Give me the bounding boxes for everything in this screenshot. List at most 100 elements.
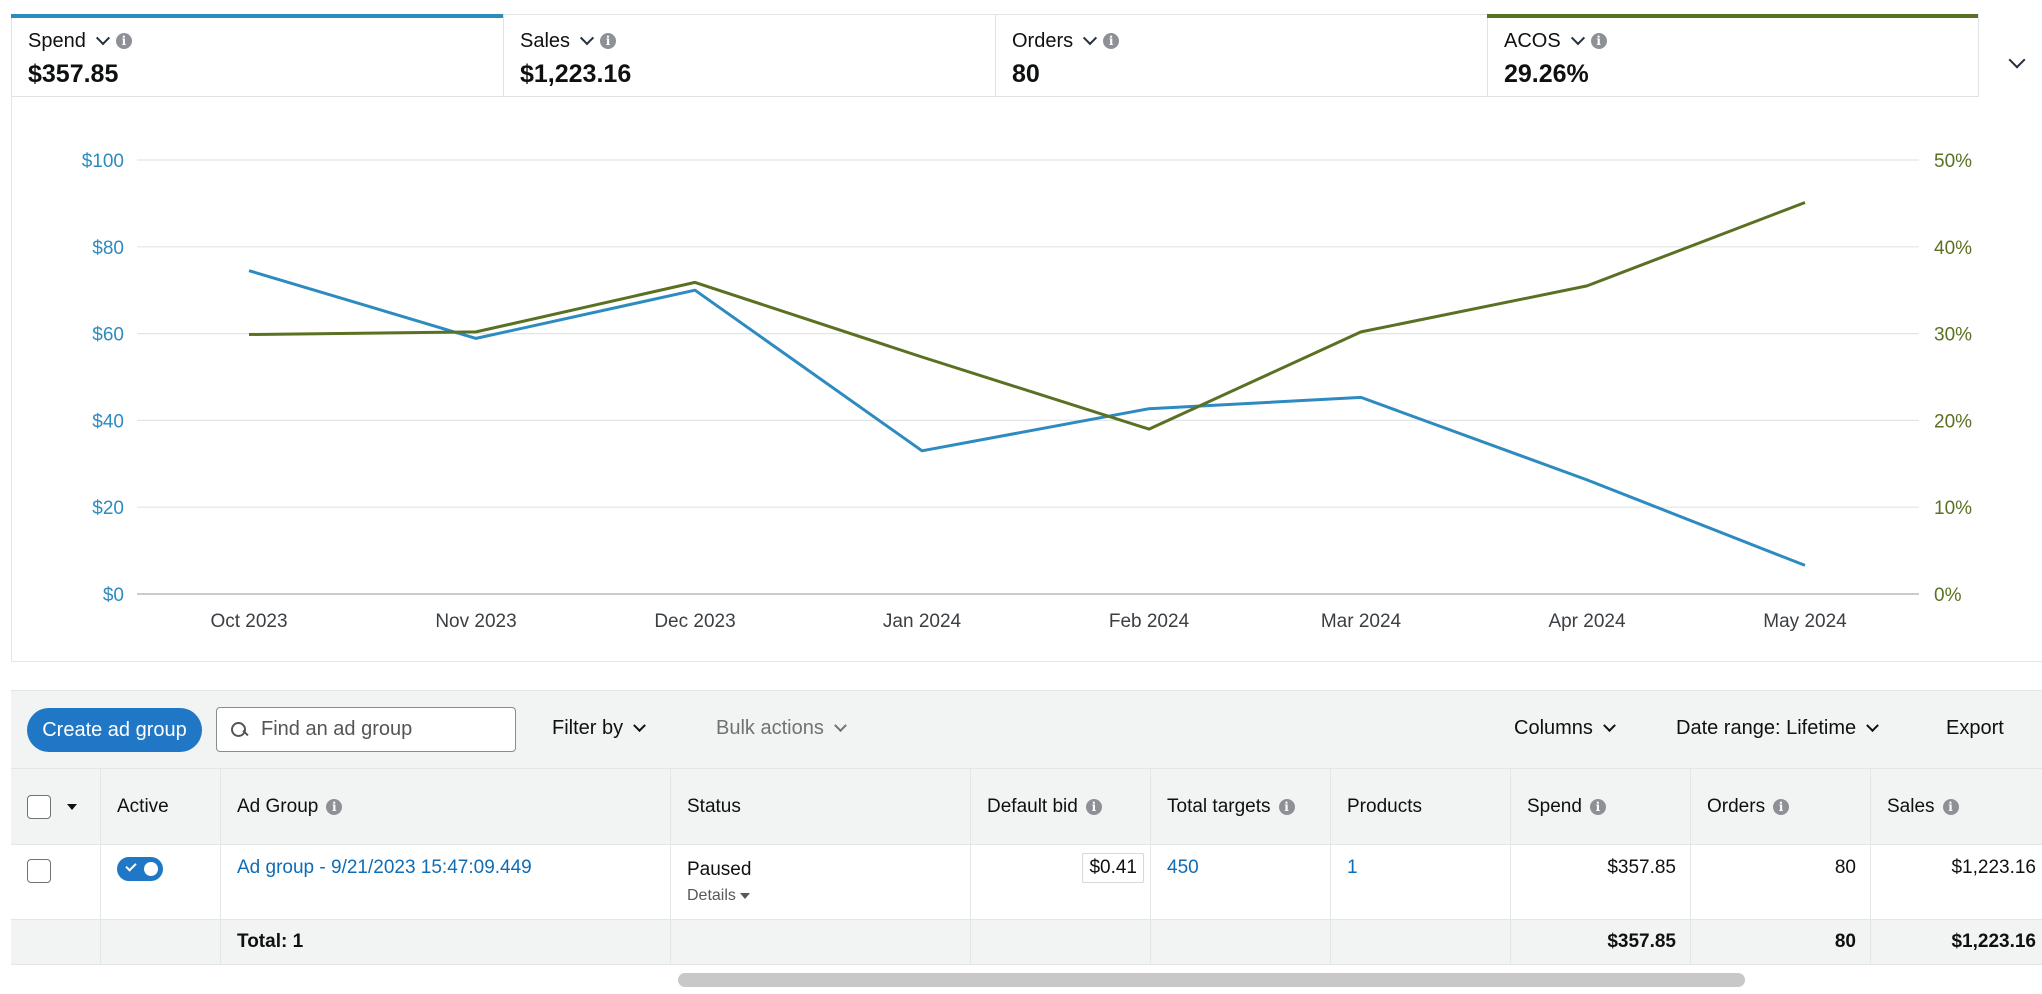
- total-spacer: [1151, 920, 1331, 964]
- info-icon[interactable]: i: [115, 33, 132, 49]
- header-ad-group[interactable]: Ad Group i: [221, 769, 671, 844]
- header-sales[interactable]: Sales i: [1871, 769, 2042, 844]
- export-button[interactable]: Export: [1946, 717, 2004, 740]
- header-label: Default bid: [987, 795, 1078, 817]
- caret-down-icon: [739, 893, 750, 899]
- sales-value: $1,223.16: [1951, 857, 2036, 878]
- metric-value: $357.85: [28, 60, 119, 88]
- total-orders: 80: [1691, 920, 1871, 964]
- right-axis-tick-label: 40%: [1934, 238, 1972, 259]
- chevron-down-icon: [833, 719, 847, 733]
- select-all-checkbox[interactable]: [27, 794, 51, 819]
- info-icon[interactable]: i: [1085, 798, 1102, 815]
- default-bid-input[interactable]: $0.41: [1082, 853, 1144, 883]
- row-checkbox[interactable]: [27, 859, 51, 883]
- metric-value: $1,223.16: [520, 60, 632, 88]
- x-axis-tick-label: Nov 2023: [435, 611, 516, 632]
- default-bid-cell: $0.41: [971, 845, 1151, 919]
- info-icon[interactable]: i: [1942, 798, 1959, 815]
- line-chart-svg: $0 0% $20 10% $40 20% $60 30% $80 40% $100 50% Oct 2…: [82, 151, 1972, 632]
- ad-group-link[interactable]: Ad group - 9/21/2023 15:47:09.449: [221, 845, 671, 919]
- metric-tabs: Spend i $357.85 Sales i $1,223.16 Orders i …: [11, 14, 2042, 97]
- x-axis-tick-label: May 2024: [1763, 611, 1847, 632]
- metric-label: Sales: [520, 29, 571, 52]
- active-toggle[interactable]: [117, 857, 163, 881]
- x-axis-tick-label: Mar 2024: [1321, 611, 1402, 632]
- details-dropdown[interactable]: Details: [687, 887, 750, 905]
- left-axis-tick-label: $60: [92, 325, 124, 346]
- metric-accent-bar: [1487, 14, 1978, 18]
- chevron-down-icon: [1866, 719, 1879, 733]
- left-axis-tick-label: $0: [103, 585, 124, 606]
- left-axis-tick-label: $20: [92, 498, 124, 519]
- header-label: Status: [687, 795, 741, 817]
- header-label: Active: [117, 795, 169, 817]
- metric-tab-spend[interactable]: Spend i $357.85: [11, 14, 503, 97]
- date-range-dropdown[interactable]: Date range: Lifetime: [1676, 717, 1879, 740]
- caret-down-icon[interactable]: [67, 803, 77, 810]
- info-icon[interactable]: i: [1773, 798, 1790, 815]
- metric-value: 29.26%: [1504, 60, 1589, 88]
- performance-chart: $0 0% $20 10% $40 20% $60 30% $80 40% $100 50% Oct 2…: [11, 96, 2042, 662]
- total-spacer: [971, 920, 1151, 964]
- info-icon[interactable]: i: [326, 798, 343, 815]
- total-targets-link[interactable]: 450: [1151, 845, 1331, 919]
- chevron-down-icon[interactable]: [579, 31, 595, 46]
- metric-label: Spend: [28, 29, 86, 52]
- row-select-cell: [11, 845, 101, 919]
- total-spacer: [671, 920, 971, 964]
- metric-value: 80: [1012, 60, 1040, 88]
- details-label: Details: [687, 887, 736, 904]
- date-range-label: Date range: Lifetime: [1676, 717, 1857, 739]
- header-active[interactable]: Active: [101, 769, 221, 844]
- chevron-down-icon: [1603, 719, 1616, 733]
- info-icon[interactable]: i: [1103, 33, 1120, 49]
- metric-tab-orders[interactable]: Orders i 80: [995, 14, 1487, 97]
- search-box[interactable]: [216, 707, 516, 752]
- left-axis-tick-label: $80: [92, 238, 124, 259]
- search-input[interactable]: [261, 718, 501, 741]
- header-products[interactable]: Products: [1331, 769, 1511, 844]
- spend-value: $357.85: [1511, 845, 1691, 919]
- table-row: Ad group - 9/21/2023 15:47:09.449 Paused…: [11, 845, 2042, 920]
- header-total-targets[interactable]: Total targets i: [1151, 769, 1331, 844]
- metric-label: Orders: [1012, 29, 1074, 52]
- ad-group-toolbar: Create ad group Filter by Bulk actions C…: [11, 690, 2042, 768]
- right-axis-tick-label: 20%: [1934, 411, 1972, 432]
- metric-tab-sales[interactable]: Sales i $1,223.16: [503, 14, 995, 97]
- right-axis-tick-label: 50%: [1934, 151, 1972, 172]
- series-line-spend: [248, 269, 1806, 567]
- x-axis-tick-label: Oct 2023: [210, 611, 287, 632]
- chevron-down-icon[interactable]: [1083, 31, 1098, 46]
- bulk-actions-dropdown[interactable]: Bulk actions: [716, 717, 847, 740]
- header-spend[interactable]: Spend i: [1511, 769, 1691, 844]
- header-label: Orders: [1707, 795, 1766, 817]
- create-ad-group-button[interactable]: Create ad group: [27, 708, 202, 752]
- header-orders[interactable]: Orders i: [1691, 769, 1871, 844]
- series-line-acos: [248, 201, 1806, 431]
- header-status[interactable]: Status: [671, 769, 971, 844]
- x-axis-tick-label: Jan 2024: [883, 611, 962, 632]
- info-icon[interactable]: i: [1278, 798, 1295, 815]
- header-label: Sales: [1887, 795, 1935, 817]
- header-label: Total targets: [1167, 795, 1271, 817]
- info-icon[interactable]: i: [1590, 33, 1607, 49]
- info-icon[interactable]: i: [600, 33, 617, 49]
- info-icon[interactable]: i: [1589, 798, 1606, 815]
- header-default-bid[interactable]: Default bid i: [971, 769, 1151, 844]
- header-label: Products: [1347, 795, 1422, 817]
- products-link[interactable]: 1: [1331, 845, 1511, 919]
- expand-metrics-chevron-icon[interactable]: [2008, 51, 2026, 69]
- metric-tab-acos[interactable]: ACOS i 29.26%: [1487, 14, 1979, 97]
- right-axis-tick-label: 10%: [1934, 498, 1972, 519]
- ad-groups-table: Active Ad Group i Status Default bid i Tot…: [11, 768, 2042, 965]
- total-label: Total: 1: [221, 920, 671, 964]
- x-axis-tick-label: Apr 2024: [1548, 611, 1626, 632]
- filter-by-dropdown[interactable]: Filter by: [552, 717, 646, 740]
- chevron-down-icon[interactable]: [95, 31, 110, 46]
- table-total-row: Total: 1 $357.85 80 $1,223.16: [11, 920, 2042, 965]
- chevron-down-icon[interactable]: [1570, 31, 1585, 46]
- columns-dropdown[interactable]: Columns: [1514, 717, 1616, 740]
- left-axis-tick-label: $40: [92, 411, 124, 432]
- horizontal-scrollbar[interactable]: [678, 973, 1745, 987]
